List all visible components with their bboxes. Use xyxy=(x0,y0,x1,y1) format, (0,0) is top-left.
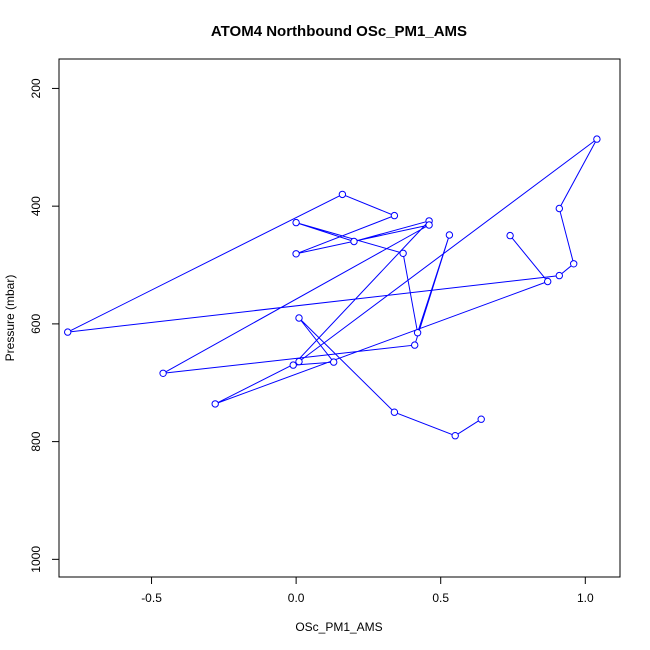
data-point xyxy=(330,358,338,366)
data-point xyxy=(477,415,485,423)
x-axis: -0.5 0.0 0.5 1.0 xyxy=(141,577,594,605)
data-point xyxy=(555,271,563,280)
data-point xyxy=(64,328,72,336)
data-point xyxy=(445,231,454,239)
x-tick-label: 1.0 xyxy=(577,591,594,605)
data-point xyxy=(390,408,399,416)
y-tick-label: 400 xyxy=(29,196,43,216)
data-point xyxy=(544,277,552,286)
data-point xyxy=(425,221,433,229)
y-tick-label: 1000 xyxy=(29,546,43,573)
data-point xyxy=(399,249,407,258)
data-point xyxy=(390,211,399,220)
y-tick-label: 800 xyxy=(29,431,43,451)
y-tick-label: 600 xyxy=(29,314,43,334)
chart-title: ATOM4 Northbound OSc_PM1_AMS xyxy=(211,23,467,40)
data-point xyxy=(451,432,459,440)
data-point xyxy=(292,218,300,227)
data-point xyxy=(159,369,167,377)
x-tick-label: 0.5 xyxy=(432,591,449,605)
x-tick-label: 0.0 xyxy=(288,591,305,605)
data-point xyxy=(211,400,219,408)
data-point xyxy=(292,250,300,258)
data-point xyxy=(570,260,578,268)
data-point xyxy=(295,314,303,322)
data-point xyxy=(289,361,297,369)
x-tick-label: -0.5 xyxy=(141,591,162,605)
x-axis-label: OSc_PM1_AMS xyxy=(295,620,382,634)
plot-frame xyxy=(58,58,621,578)
data-point xyxy=(295,357,303,366)
data-point xyxy=(413,329,422,337)
data-point xyxy=(338,190,347,199)
y-axis: 200 400 600 800 1000 xyxy=(29,78,59,573)
y-tick-label: 200 xyxy=(29,78,43,98)
y-axis-label: Pressure (mbar) xyxy=(3,275,17,362)
data-point xyxy=(593,135,601,143)
data-point xyxy=(350,237,358,246)
series-line xyxy=(67,138,598,437)
data-point xyxy=(411,341,419,349)
data-point xyxy=(506,231,514,240)
series-layer xyxy=(64,135,601,440)
data-point xyxy=(555,204,563,213)
